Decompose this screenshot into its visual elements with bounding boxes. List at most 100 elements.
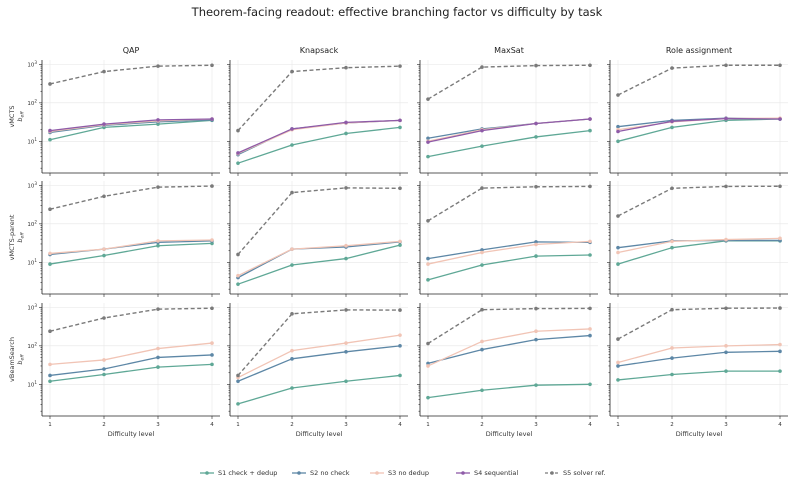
panel-qap-row-3: 101 102 103 1 2 3 4 Difficulty level [27,303,220,438]
series-line-s3-no-dedup [49,239,213,255]
data-point-s1-check-dedup [210,362,214,367]
data-point-s4-sequential [534,121,538,126]
data-point-s1-check-dedup [236,161,240,165]
data-point-s3-no-dedup [156,239,160,243]
legend-marker [205,471,209,475]
data-point-s5-solver-ref [778,63,782,68]
series-line-s3-no-dedup [617,237,781,254]
y-tick-label: 101 [27,137,37,146]
data-point-s5-solver-ref [102,194,106,199]
data-point-s3-no-dedup [480,339,484,344]
data-point-s5-solver-ref [210,63,214,68]
data-point-s5-solver-ref [398,64,402,68]
data-point-s1-check-dedup [236,402,240,406]
data-point-s1-check-dedup [344,256,348,261]
series-line-s1-check-dedup [237,374,401,405]
series-line-s2-no-check [49,354,213,377]
data-point-s1-check-dedup [534,135,538,139]
chart-title: Theorem-facing readout: effective branch… [191,5,603,19]
series-line-s2-no-check [49,240,213,256]
data-point-s2-no-check [616,124,620,129]
data-point-s4-sequential [724,116,728,121]
series-line-s3-no-dedup [49,342,213,366]
x-tick-label: 4 [210,422,214,428]
x-tick-label: 2 [670,422,674,428]
data-point-s2-no-check [480,248,484,252]
x-axis-label: Difficulty level [676,430,723,438]
data-point-s5-solver-ref [102,69,106,74]
data-point-s3-no-dedup [616,360,620,365]
data-point-s1-check-dedup [156,365,160,369]
data-point-s5-solver-ref [156,185,160,189]
panel-role-assignment-row-2 [607,181,788,297]
data-point-s3-no-dedup [210,341,214,345]
data-point-s5-solver-ref [670,186,674,191]
panel-knapsack-row-1: Knapsack [227,46,408,176]
legend-item-s5-solver-ref: S5 solver ref. [545,469,606,477]
x-tick-label: 2 [102,422,106,428]
series-line-s5-solver-ref [617,64,780,96]
data-point-s5-solver-ref [426,219,430,223]
data-point-s5-solver-ref [48,82,52,86]
panel-title-role-assignment: Role assignment [666,46,732,55]
data-point-s3-no-dedup [534,242,538,247]
y-axis-label: vMCTS-parent [8,214,16,260]
data-point-s5-solver-ref [616,214,620,218]
series-line-s2-no-check [617,350,781,367]
data-point-s1-check-dedup [48,262,52,266]
x-tick-label: 1 [616,422,620,428]
data-point-s2-no-check [534,337,538,342]
panel-knapsack-row-3: 1 2 3 4 Difficulty level [227,303,408,438]
data-point-s2-no-check [616,364,620,368]
data-point-s5-solver-ref [616,337,620,341]
legend-item-s4-sequential: S4 sequential [456,469,518,477]
data-point-s4-sequential [588,117,592,121]
y-axis-sublabel: beff [16,111,26,122]
data-point-s3-no-dedup [778,236,782,241]
data-point-s3-no-dedup [48,362,52,367]
data-point-s1-check-dedup [156,243,160,248]
data-point-s1-check-dedup [426,395,430,400]
data-point-s1-check-dedup [670,245,674,250]
data-point-s1-check-dedup [588,382,592,387]
data-point-s2-no-check [724,350,728,355]
series-line-s1-check-dedup [49,119,213,141]
data-point-s4-sequential [480,128,484,133]
data-point-s3-no-dedup [778,342,782,347]
data-point-s3-no-dedup [670,239,674,244]
data-point-s5-solver-ref [236,373,240,378]
data-point-s1-check-dedup [290,143,294,147]
series-line-s1-check-dedup [237,244,401,285]
data-point-s3-no-dedup [210,238,214,242]
data-point-s1-check-dedup [616,262,620,266]
legend-item-s3-no-dedup: S3 no dedup [370,469,429,477]
data-point-s1-check-dedup [778,369,782,373]
panel-qap-row-1: 101 102 103 QAP [27,46,220,176]
data-point-s3-no-dedup [344,243,348,248]
data-point-s3-no-dedup [102,247,106,251]
legend-label: S2 no check [310,469,350,477]
series-line-s5-solver-ref [237,187,401,255]
data-point-s1-check-dedup [724,369,728,373]
data-point-s5-solver-ref [778,184,782,189]
x-tick-label: 4 [778,422,782,428]
data-point-s3-no-dedup [426,262,430,266]
legend-label: S4 sequential [474,469,518,477]
data-point-s3-no-dedup [344,341,348,345]
panel-knapsack-row-2 [227,181,408,297]
panel-title-qap: QAP [123,46,140,55]
data-point-s3-no-dedup [290,348,294,353]
x-tick-label: 4 [588,422,592,428]
data-point-s2-no-check [236,379,240,384]
data-point-s1-check-dedup [48,137,52,142]
data-point-s5-solver-ref [210,306,214,311]
data-point-s1-check-dedup [670,372,674,377]
data-point-s5-solver-ref [480,65,484,69]
data-point-s5-solver-ref [398,308,402,312]
panel-role-assignment-row-3: 1 2 3 4 Difficulty level [607,303,788,438]
data-point-s4-sequential [398,118,402,123]
data-point-s5-solver-ref [480,307,484,312]
x-axis-label: Difficulty level [108,430,155,438]
x-tick-label: 1 [426,422,430,428]
